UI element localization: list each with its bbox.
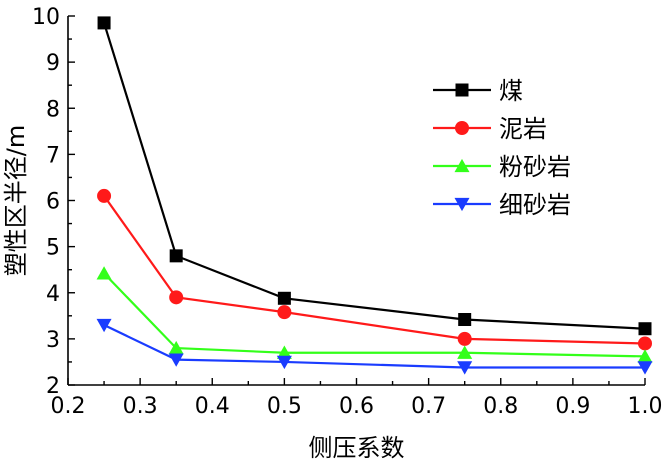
y-tick-label: 5 <box>46 236 60 261</box>
series-square <box>97 16 652 336</box>
data-point <box>276 345 292 359</box>
ticks: 0.2 0.3 0.4 0.5 0.6 0.7 0.8 0.9 1.0 2 3 4 5 6 7 8 9 10 <box>32 5 663 419</box>
data-point <box>454 158 470 173</box>
data-point <box>168 353 184 367</box>
data-point <box>454 197 470 212</box>
y-tick-label: 9 <box>46 51 60 76</box>
data-point <box>637 349 653 363</box>
x-tick-label: 0.3 <box>123 394 158 419</box>
x-tick-label: 0.7 <box>411 394 446 419</box>
data-point <box>277 305 292 320</box>
data-point <box>277 291 291 305</box>
data-point <box>168 340 184 355</box>
data-point <box>638 336 652 351</box>
y-tick-label: 4 <box>46 282 60 307</box>
series-circle <box>97 188 652 351</box>
legend-label: 细砂岩 <box>499 191 571 219</box>
x-tick-label: 0.6 <box>339 394 374 419</box>
data-point <box>97 188 112 203</box>
data-point <box>637 361 653 375</box>
data-point <box>638 322 652 336</box>
data-point <box>457 361 473 375</box>
data-point <box>169 249 183 263</box>
y-tick-label: 2 <box>46 374 60 399</box>
data-point <box>276 355 292 370</box>
series-line <box>103 324 645 369</box>
data-point <box>97 16 111 30</box>
legend-item: 粉砂岩 <box>433 153 571 181</box>
legend-item: 煤 <box>433 77 523 105</box>
data-point <box>457 331 472 346</box>
legend-item: 细砂岩 <box>433 191 571 219</box>
y-tick-label: 8 <box>46 97 60 122</box>
series-triangle-down <box>96 318 653 375</box>
x-tick-label: 0.8 <box>483 394 518 419</box>
data-point <box>458 313 472 327</box>
data-point <box>96 266 112 280</box>
legend-label: 煤 <box>499 77 523 105</box>
data-point <box>96 318 112 333</box>
x-tick-label: 1.0 <box>628 394 663 419</box>
y-tick-label: 6 <box>46 190 60 215</box>
y-tick-label: 3 <box>46 328 60 353</box>
legend-label: 泥岩 <box>499 115 547 143</box>
y-axis-title: 塑性区半径/m <box>2 125 30 276</box>
x-tick-label: 0.5 <box>267 394 302 419</box>
data-point <box>455 83 469 97</box>
x-tick-label: 0.4 <box>195 394 230 419</box>
data-point <box>169 290 184 305</box>
legend-label: 粉砂岩 <box>499 153 571 181</box>
series-layer <box>96 16 653 375</box>
y-tick-label: 10 <box>32 5 60 30</box>
y-tick-label: 7 <box>46 143 60 168</box>
series-line <box>103 272 646 358</box>
x-axis-title: 侧压系数 <box>309 434 405 462</box>
data-point <box>455 121 469 135</box>
x-tick-label: 0.9 <box>555 394 590 419</box>
x-tick-label: 0.2 <box>51 394 86 419</box>
legend-item: 泥岩 <box>433 115 547 143</box>
data-point <box>457 345 473 359</box>
series-triangle-up <box>96 266 653 363</box>
